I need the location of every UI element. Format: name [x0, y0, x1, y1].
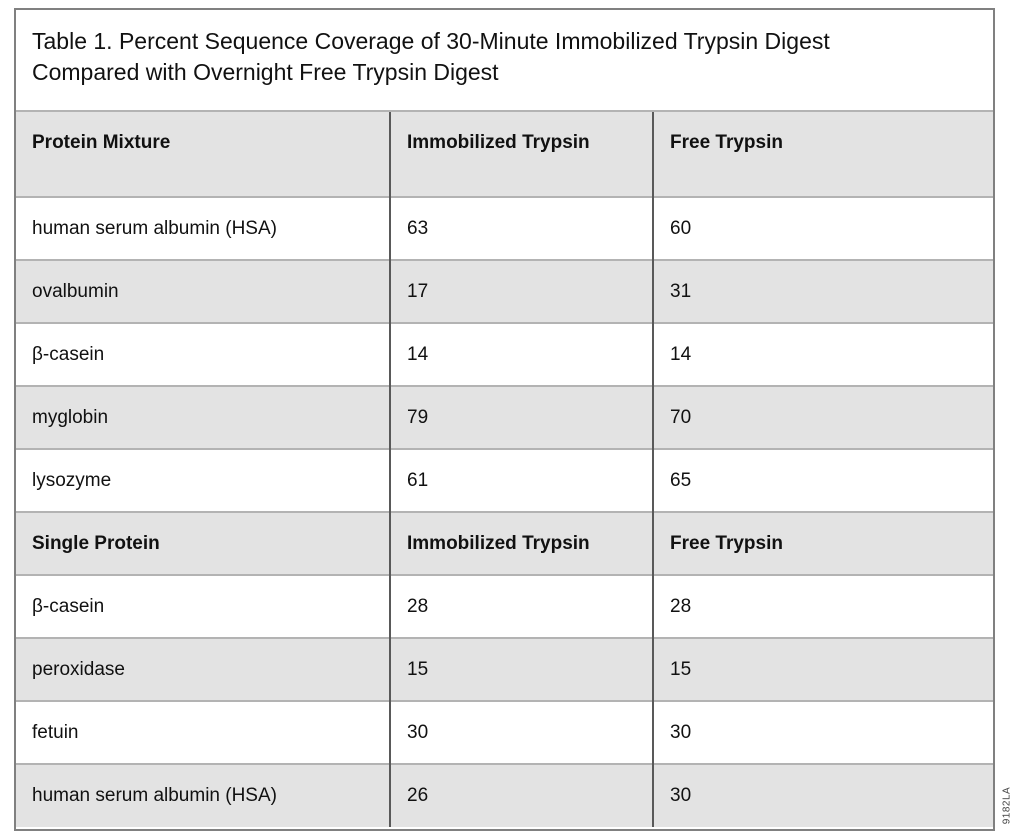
header-cell-single-protein: Single Protein — [16, 511, 390, 575]
free-value-cell: 30 — [652, 763, 993, 827]
protein-name-cell: β-casein — [16, 574, 390, 638]
immobilized-value-cell: 15 — [389, 637, 653, 701]
immobilized-value-cell: 61 — [389, 448, 653, 512]
protein-name-cell: myglobin — [16, 385, 390, 449]
table-title-line2: Compared with Overnight Free Trypsin Dig… — [32, 59, 499, 85]
header-cell-immobilized-trypsin: Immobilized Trypsin — [389, 110, 653, 197]
figure-frame: Table 1. Percent Sequence Coverage of 30… — [14, 8, 995, 831]
free-value-cell: 31 — [652, 259, 993, 323]
table-title-line1: Table 1. Percent Sequence Coverage of 30… — [32, 28, 830, 54]
immobilized-value-cell: 79 — [389, 385, 653, 449]
table-title: Table 1. Percent Sequence Coverage of 30… — [16, 10, 993, 110]
table-row: myglobin 79 70 — [16, 385, 993, 449]
header-cell-free-trypsin: Free Trypsin — [652, 110, 993, 197]
table-row: β-casein 14 14 — [16, 322, 993, 386]
table-row: fetuin 30 30 — [16, 700, 993, 764]
free-value-cell: 30 — [652, 700, 993, 764]
table-row: ovalbumin 17 31 — [16, 259, 993, 323]
protein-name-cell: fetuin — [16, 700, 390, 764]
table-row: peroxidase 15 15 — [16, 637, 993, 701]
free-value-cell: 65 — [652, 448, 993, 512]
table-row: lysozyme 61 65 — [16, 448, 993, 512]
free-value-cell: 60 — [652, 196, 993, 260]
table-header-single-protein: Single Protein Immobilized Trypsin Free … — [16, 511, 993, 575]
figure-id-watermark: 9182LA — [1001, 786, 1013, 825]
protein-name-cell: lysozyme — [16, 448, 390, 512]
immobilized-value-cell: 28 — [389, 574, 653, 638]
free-value-cell: 15 — [652, 637, 993, 701]
free-value-cell: 70 — [652, 385, 993, 449]
protein-name-cell: peroxidase — [16, 637, 390, 701]
table-row: human serum albumin (HSA) 63 60 — [16, 196, 993, 260]
protein-name-cell: human serum albumin (HSA) — [16, 763, 390, 827]
protein-name-cell: β-casein — [16, 322, 390, 386]
protein-name-cell: ovalbumin — [16, 259, 390, 323]
table-row: β-casein 28 28 — [16, 574, 993, 638]
table-header-protein-mixture: Protein Mixture Immobilized Trypsin Free… — [16, 110, 993, 197]
coverage-table: Protein Mixture Immobilized Trypsin Free… — [16, 110, 993, 827]
protein-name-cell: human serum albumin (HSA) — [16, 196, 390, 260]
immobilized-value-cell: 63 — [389, 196, 653, 260]
header-cell-protein-mixture: Protein Mixture — [16, 110, 390, 197]
table-row: human serum albumin (HSA) 26 30 — [16, 763, 993, 827]
immobilized-value-cell: 14 — [389, 322, 653, 386]
free-value-cell: 28 — [652, 574, 993, 638]
immobilized-value-cell: 30 — [389, 700, 653, 764]
header-cell-immobilized-trypsin: Immobilized Trypsin — [389, 511, 653, 575]
immobilized-value-cell: 26 — [389, 763, 653, 827]
header-cell-free-trypsin: Free Trypsin — [652, 511, 993, 575]
immobilized-value-cell: 17 — [389, 259, 653, 323]
free-value-cell: 14 — [652, 322, 993, 386]
